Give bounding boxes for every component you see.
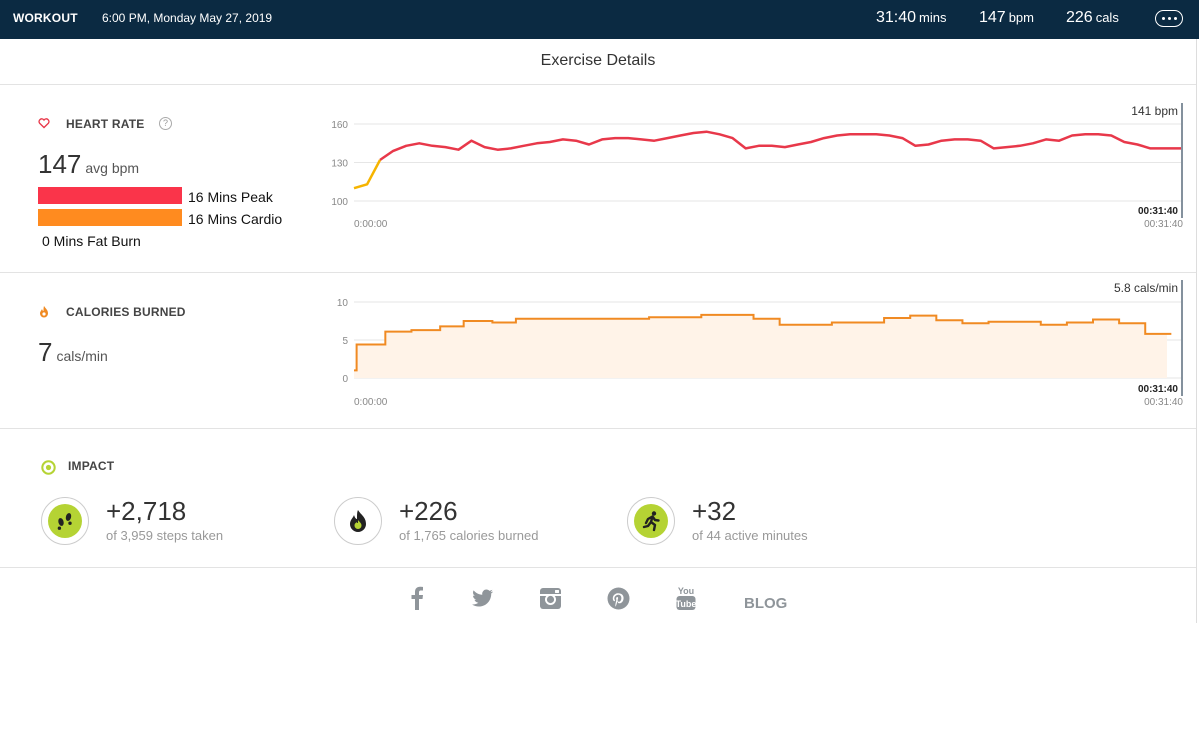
calories-label: CALORIES BURNED xyxy=(66,305,186,319)
ellipsis-dot xyxy=(1167,17,1171,20)
x-tick-label: 00:31:40 xyxy=(1144,397,1183,408)
page-title: Exercise Details xyxy=(0,39,1196,85)
svg-text:Tube: Tube xyxy=(676,599,697,609)
more-options-button[interactable] xyxy=(1155,10,1183,27)
heart-rate-label: HEART RATE xyxy=(66,117,145,131)
calories-value: 7 xyxy=(38,337,53,367)
calories-impact-subtext: of 1,765 calories burned xyxy=(399,528,539,543)
page-border xyxy=(1196,39,1197,623)
twitter-icon[interactable] xyxy=(470,589,494,609)
peak-zone-label: 16 Mins Peak xyxy=(188,189,273,205)
svg-text:You: You xyxy=(678,586,694,596)
steps-value: +2,718 xyxy=(106,496,187,526)
ellipsis-dot xyxy=(1173,17,1177,20)
cardio-zone-label: 16 Mins Cardio xyxy=(188,211,283,227)
bpm-unit: bpm xyxy=(1008,10,1034,25)
steps-badge xyxy=(41,497,89,545)
y-tick-label: 5 xyxy=(342,336,348,347)
cursor-time-label: 00:31:40 xyxy=(1138,384,1178,395)
bpm-value: 147 xyxy=(979,9,1006,26)
avg-bpm-unit: avg bpm xyxy=(85,160,140,176)
calories-line xyxy=(354,313,1172,372)
y-tick-label: 160 xyxy=(331,120,348,131)
y-tick-label: 100 xyxy=(331,197,348,208)
duration-value: 31:40 xyxy=(876,9,917,26)
section-divider xyxy=(0,567,1196,568)
section-divider xyxy=(0,428,1196,429)
calories-unit: cals/min xyxy=(56,348,108,364)
flame-icon xyxy=(40,306,48,318)
calories-badge xyxy=(334,497,382,545)
active-minutes-badge xyxy=(627,497,675,545)
cals-stat: 226 cals xyxy=(1066,9,1119,27)
cursor-value-label: 141 bpm xyxy=(1131,104,1178,118)
cals-unit: cals xyxy=(1095,10,1119,25)
instagram-icon[interactable] xyxy=(539,587,562,610)
blog-link[interactable]: BLOG xyxy=(744,595,788,612)
top-bar: WORKOUT 6:00 PM, Monday May 27, 2019 31:… xyxy=(0,0,1199,39)
steps-badge-fill xyxy=(48,504,82,538)
pinterest-icon[interactable] xyxy=(607,587,630,610)
heart-rate-chart[interactable]: 160 130 100 0:00:00 00:31:40 141 bpm 00:31:40 xyxy=(320,95,1190,235)
calories-area-fill xyxy=(354,314,1172,378)
duration-stat: 31:40 mins xyxy=(876,9,947,27)
cardio-zone-bar xyxy=(38,209,182,226)
heart-rate-line xyxy=(379,130,1181,161)
calories-chart[interactable]: 10 5 0 0:00:00 00:31:40 5.8 cals/min 00:31:40 xyxy=(320,275,1190,415)
heart-rate-average: 147 avg bpm xyxy=(38,149,139,180)
facebook-icon[interactable] xyxy=(409,586,425,610)
impact-label: IMPACT xyxy=(68,459,115,473)
footsteps-icon xyxy=(57,513,72,530)
ellipsis-icon xyxy=(1161,17,1165,20)
x-tick-label: 0:00:00 xyxy=(354,219,388,230)
heart-rate-warmup-line xyxy=(353,159,382,190)
y-tick-label: 0 xyxy=(342,374,348,385)
calories-badge-fill xyxy=(341,504,375,538)
peak-zone-bar xyxy=(38,187,182,204)
active-minutes-badge-fill xyxy=(634,504,668,538)
flame-icon xyxy=(350,510,366,532)
question-icon[interactable]: ? xyxy=(159,117,172,130)
duration-unit: mins xyxy=(919,10,947,25)
cals-value: 226 xyxy=(1066,9,1093,26)
active-minutes-subtext: of 44 active minutes xyxy=(692,528,808,543)
youtube-icon[interactable]: You Tube xyxy=(675,585,697,612)
target-icon xyxy=(41,460,56,475)
avg-bpm-value: 147 xyxy=(38,149,82,179)
steps-subtext: of 3,959 steps taken xyxy=(106,528,224,543)
cursor-value-label: 5.8 cals/min xyxy=(1114,281,1178,295)
section-divider xyxy=(0,272,1196,273)
heart-icon xyxy=(38,118,50,129)
cursor-time-label: 00:31:40 xyxy=(1138,206,1178,217)
calories-rate: 7 cals/min xyxy=(38,337,108,368)
calories-impact-value: +226 xyxy=(399,496,458,526)
x-tick-label: 0:00:00 xyxy=(354,397,388,408)
x-tick-label: 00:31:40 xyxy=(1144,219,1183,230)
runner-icon xyxy=(642,511,660,532)
workout-datetime: 6:00 PM, Monday May 27, 2019 xyxy=(102,11,273,25)
active-minutes-value: +32 xyxy=(692,496,737,526)
bpm-stat: 147 bpm xyxy=(979,9,1034,27)
y-tick-label: 10 xyxy=(337,298,349,309)
workout-title: WORKOUT xyxy=(13,11,78,25)
y-tick-label: 130 xyxy=(331,159,348,170)
fat-burn-zone-label: 0 Mins Fat Burn xyxy=(42,233,141,249)
